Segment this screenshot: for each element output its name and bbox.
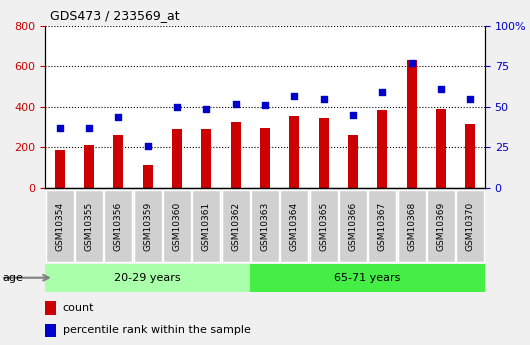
Text: 65-71 years: 65-71 years — [334, 273, 401, 283]
Bar — [250, 264, 485, 292]
Bar — [172, 129, 182, 188]
Text: GSM10356: GSM10356 — [114, 201, 123, 250]
Text: GSM10354: GSM10354 — [55, 201, 64, 250]
Text: GSM10363: GSM10363 — [261, 201, 269, 250]
Bar — [84, 146, 94, 188]
Point — [408, 60, 416, 66]
Bar — [45, 301, 56, 315]
Text: GSM10361: GSM10361 — [202, 201, 211, 250]
Point — [232, 101, 240, 107]
Point — [202, 106, 210, 111]
Text: GSM10360: GSM10360 — [173, 201, 181, 250]
FancyBboxPatch shape — [192, 189, 220, 263]
Text: GSM10364: GSM10364 — [290, 201, 299, 250]
Point — [320, 96, 328, 101]
Text: count: count — [63, 303, 94, 313]
Text: GSM10368: GSM10368 — [407, 201, 416, 250]
Bar — [348, 135, 358, 188]
FancyBboxPatch shape — [134, 189, 162, 263]
Bar — [231, 122, 241, 188]
FancyBboxPatch shape — [222, 189, 250, 263]
FancyBboxPatch shape — [104, 189, 132, 263]
FancyBboxPatch shape — [368, 189, 396, 263]
Text: GDS473 / 233569_at: GDS473 / 233569_at — [50, 9, 180, 22]
Text: age: age — [3, 273, 23, 283]
Text: 20-29 years: 20-29 years — [114, 273, 181, 283]
FancyBboxPatch shape — [251, 189, 279, 263]
Text: GSM10362: GSM10362 — [231, 201, 240, 250]
Bar — [319, 118, 329, 188]
Text: GSM10359: GSM10359 — [143, 201, 152, 250]
FancyBboxPatch shape — [280, 189, 308, 263]
Bar — [45, 264, 250, 292]
Bar — [436, 109, 446, 188]
FancyBboxPatch shape — [398, 189, 426, 263]
Point — [173, 104, 181, 110]
Bar — [465, 124, 475, 188]
Text: GSM10367: GSM10367 — [378, 201, 387, 250]
Bar — [289, 116, 299, 188]
Text: GSM10366: GSM10366 — [349, 201, 357, 250]
FancyBboxPatch shape — [310, 189, 338, 263]
Point — [378, 90, 386, 95]
Bar — [45, 324, 56, 337]
Bar — [113, 135, 123, 188]
Point — [290, 93, 298, 98]
FancyBboxPatch shape — [427, 189, 455, 263]
Bar — [55, 149, 65, 188]
FancyBboxPatch shape — [456, 189, 484, 263]
Bar — [201, 129, 211, 188]
FancyBboxPatch shape — [75, 189, 103, 263]
Point — [56, 125, 64, 131]
Bar — [143, 165, 153, 188]
Bar — [260, 128, 270, 188]
Text: percentile rank within the sample: percentile rank within the sample — [63, 325, 251, 335]
Text: GSM10370: GSM10370 — [466, 201, 475, 250]
Point — [85, 125, 93, 131]
Point — [144, 143, 152, 149]
Point — [261, 102, 269, 108]
FancyBboxPatch shape — [163, 189, 191, 263]
Text: GSM10355: GSM10355 — [85, 201, 93, 250]
Bar — [407, 60, 417, 188]
Text: GSM10369: GSM10369 — [437, 201, 445, 250]
FancyBboxPatch shape — [46, 189, 74, 263]
Point — [437, 86, 445, 92]
Point — [114, 114, 122, 119]
FancyBboxPatch shape — [339, 189, 367, 263]
Text: GSM10365: GSM10365 — [319, 201, 328, 250]
Bar — [377, 110, 387, 188]
Point — [349, 112, 357, 118]
Point — [466, 96, 474, 101]
